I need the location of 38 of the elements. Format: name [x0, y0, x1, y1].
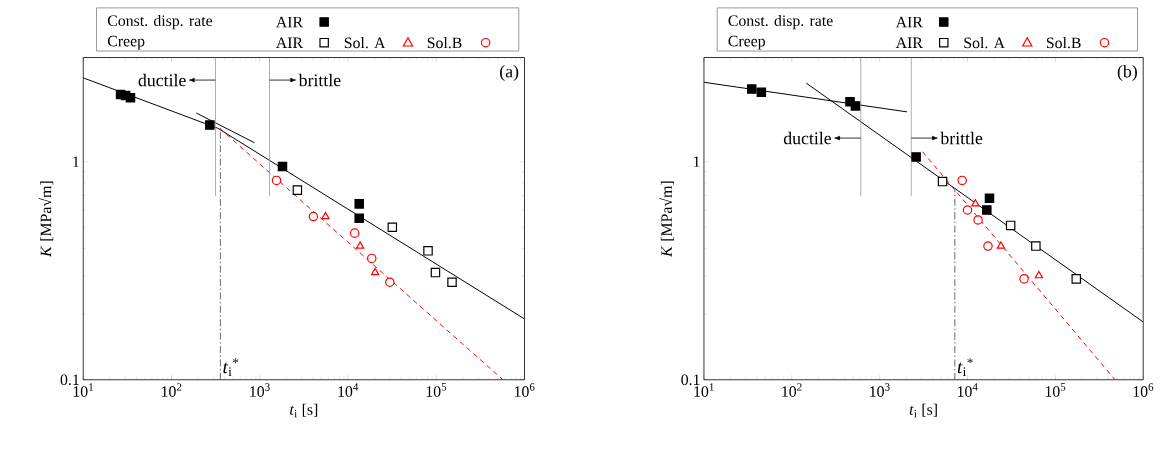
legend-label: Sol.B	[1046, 37, 1081, 49]
annotation: (a)	[500, 64, 519, 81]
text: Creep	[107, 35, 145, 50]
x-tick-label: 10$^{6}$	[514, 383, 535, 397]
ref-line-label: t$_{i}$*	[223, 358, 239, 376]
ref-line-label: brittle	[298, 73, 341, 87]
ref-line-label: t$_{i}$*	[957, 358, 973, 376]
x-axis-title: t$_{i}$ [s]	[290, 403, 318, 418]
text: Const. disp. rate	[107, 14, 213, 30]
y-tick-label: 0.1	[60, 374, 79, 386]
legend-label: AIR	[895, 37, 923, 48]
x-tick-label: 10$^{4}$	[957, 383, 978, 397]
x-tick-label: 10$^{2}$	[161, 383, 182, 397]
ref-line-label: ductile	[783, 131, 832, 145]
legend-label: AIR	[895, 16, 923, 28]
x-tick-label: 10$^{3}$	[250, 383, 270, 397]
y-tick-label: 1	[73, 156, 79, 167]
text: Const. disp. rate	[728, 14, 833, 30]
y-axis-title: K [MPa√m]	[38, 181, 54, 257]
x-axis-title: t$_{i}$ [s]	[909, 403, 937, 418]
legend-label: Sol.B	[427, 37, 462, 49]
legend-label: Sol. A	[964, 37, 1005, 49]
ref-line-label: ductile	[138, 73, 186, 87]
annotation: (b)	[1117, 64, 1137, 81]
legend-label: AIR	[275, 37, 304, 48]
y-axis-title: K [MPa√m]	[659, 181, 674, 257]
legend-label: Sol. A	[344, 37, 386, 49]
text: Creep	[728, 35, 765, 50]
x-tick-label: 10$^{5}$	[426, 383, 447, 397]
x-tick-label: 10$^{5}$	[1045, 383, 1066, 397]
x-tick-label: 10$^{2}$	[782, 383, 802, 397]
y-tick-label: 1	[693, 156, 700, 167]
legend-label: AIR	[275, 16, 304, 28]
x-tick-label: 10$^{3}$	[870, 383, 890, 397]
y-tick-label: 0.1	[681, 374, 700, 386]
x-tick-label: 10$^{4}$	[338, 383, 359, 397]
ref-line-label: brittle	[940, 131, 983, 145]
x-tick-label: 10$^{6}$	[1133, 383, 1154, 397]
